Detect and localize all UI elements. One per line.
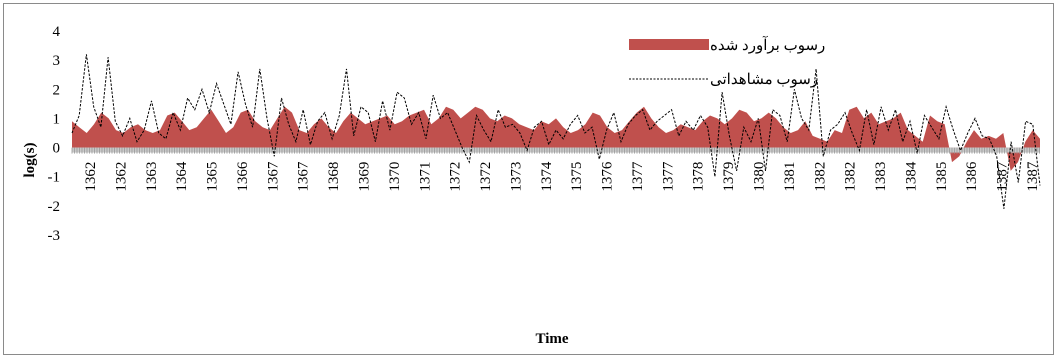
legend: رسوب برآورد شده رسوب مشاهداتی	[629, 36, 825, 88]
y-tick-label: -3	[48, 228, 61, 244]
x-tick-label: 1369	[357, 162, 373, 192]
x-tick-label: 1366	[235, 161, 251, 192]
x-tick-label: 1380	[752, 162, 768, 192]
area-layer	[72, 106, 1040, 171]
x-tick-label: 1382	[812, 162, 828, 192]
x-tick-label: 1364	[174, 161, 190, 192]
legend-swatch-estimated	[629, 39, 709, 50]
x-tick-label: 1362	[113, 162, 129, 192]
x-tick-label: 1386	[964, 161, 980, 192]
y-axis-title: log(s)	[22, 143, 38, 178]
x-tick-label: 1367	[265, 161, 281, 192]
y-tick-label: 3	[53, 53, 61, 69]
chart-frame: 4 3 2 1 0 -1 -2 -3 1362 1362 1363 1364 1365 1366 1367…	[3, 3, 1054, 355]
y-tick-label: 1	[53, 111, 61, 127]
series-observed-line	[71, 54, 1041, 209]
x-tick-label: 1362	[83, 162, 99, 192]
x-tick-label: 1377	[630, 161, 646, 192]
legend-label-estimated: رسوب برآورد شده	[710, 36, 825, 54]
y-tick-label: 2	[53, 82, 61, 98]
x-tick-label: 1379	[721, 162, 737, 192]
x-tick-label: 1365	[205, 162, 221, 192]
chart-svg: 4 3 2 1 0 -1 -2 -3 1362 1362 1363 1364 1365 1366 1367…	[22, 24, 1041, 347]
x-tick-label: 1363	[144, 162, 160, 192]
zero-band-layer	[71, 147, 1040, 154]
x-axis-title: Time	[535, 331, 568, 347]
x-tick-label: 1378	[691, 162, 707, 192]
line-layer	[71, 54, 1041, 209]
x-tick-label: 1370	[387, 162, 403, 192]
x-tick-label: 1374	[539, 161, 555, 192]
x-ticks: 1362 1362 1363 1364 1365 1366 1367 1367 1368 1369…	[83, 161, 1041, 192]
x-tick-label: 1372	[448, 162, 464, 192]
y-tick-label: 4	[53, 24, 61, 40]
x-tick-label: 1382	[843, 162, 859, 192]
x-tick-label: 1372	[478, 162, 494, 192]
legend-label-observed: رسوب مشاهداتی	[710, 72, 818, 88]
y-tick-label: 0	[53, 141, 61, 157]
series-estimated-area	[72, 106, 1040, 171]
x-tick-label: 1381	[782, 162, 798, 192]
x-axis-band	[72, 147, 1040, 153]
x-tick-label: 1385	[934, 162, 950, 192]
x-tick-label: 1368	[326, 162, 342, 192]
y-tick-label: -2	[48, 199, 61, 215]
x-tick-label: 1375	[569, 162, 585, 192]
x-tick-label: 1376	[600, 161, 616, 192]
y-tick-label: -1	[48, 170, 61, 186]
x-tick-label: 1387	[1025, 161, 1041, 192]
x-tick-label: 1377	[660, 161, 676, 192]
x-tick-label: 1371	[417, 162, 433, 192]
x-tick-label: 1387	[995, 161, 1011, 192]
x-tick-label: 1383	[873, 162, 889, 192]
x-tick-label: 1367	[296, 161, 312, 192]
x-tick-label: 1373	[508, 162, 524, 192]
y-ticks: 4 3 2 1 0 -1 -2 -3	[48, 24, 61, 244]
x-tick-label: 1384	[904, 161, 920, 192]
